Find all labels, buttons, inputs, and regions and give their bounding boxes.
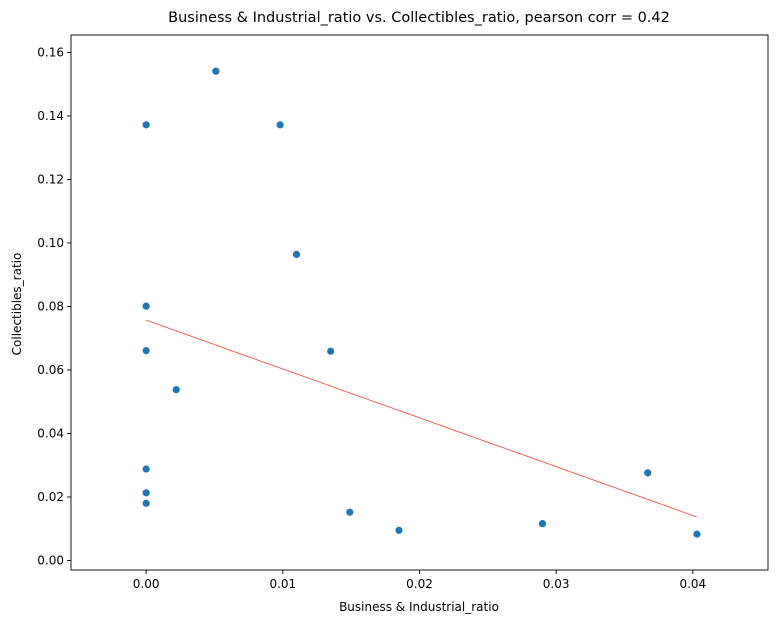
- data-point: [327, 347, 335, 355]
- data-point: [693, 530, 701, 538]
- x-tick-label: 0.04: [679, 577, 706, 591]
- data-point: [212, 67, 220, 75]
- plot-frame: [70, 34, 769, 571]
- y-tick-label: 0.16: [37, 45, 64, 59]
- data-point: [276, 121, 284, 129]
- chart-title: Business & Industrial_ratio vs. Collecti…: [168, 10, 670, 26]
- data-point: [395, 526, 403, 534]
- y-axis-label: Collectibles_ratio: [10, 253, 24, 356]
- data-point: [538, 520, 547, 528]
- data-point: [292, 250, 301, 258]
- data-point: [644, 469, 652, 477]
- x-tick-label: 0.01: [269, 577, 296, 591]
- data-point: [142, 121, 150, 129]
- y-tick-label: 0.10: [37, 236, 64, 250]
- trend-line: [146, 319, 698, 518]
- data-point: [142, 489, 150, 497]
- y-tick-label: 0.08: [37, 299, 64, 313]
- trend-layer: [146, 319, 698, 518]
- x-tick-label: 0.02: [406, 577, 433, 591]
- y-tick-label: 0.14: [37, 109, 64, 123]
- data-point: [142, 302, 150, 310]
- y-tick-label: 0.04: [37, 426, 64, 440]
- x-axis-ticks: 0.00 0.01 0.02 0.03 0.04: [133, 570, 706, 591]
- data-point: [172, 386, 180, 394]
- y-tick-label: 0.02: [37, 490, 64, 504]
- data-point: [346, 508, 354, 516]
- y-tick-label: 0.06: [37, 363, 64, 377]
- x-axis-label: Business & Industrial_ratio: [339, 600, 499, 614]
- data-point: [142, 465, 150, 473]
- y-tick-label: 0.12: [37, 172, 64, 186]
- points-layer: [142, 67, 701, 538]
- y-axis-ticks: 0.00 0.02 0.04 0.06 0.08 0.10 0.12 0.14 0.16: [37, 45, 71, 567]
- x-tick-label: 0.03: [543, 577, 570, 591]
- x-tick-label: 0.00: [133, 577, 160, 591]
- data-point: [142, 499, 150, 507]
- data-point: [142, 347, 150, 355]
- y-tick-label: 0.00: [37, 553, 64, 567]
